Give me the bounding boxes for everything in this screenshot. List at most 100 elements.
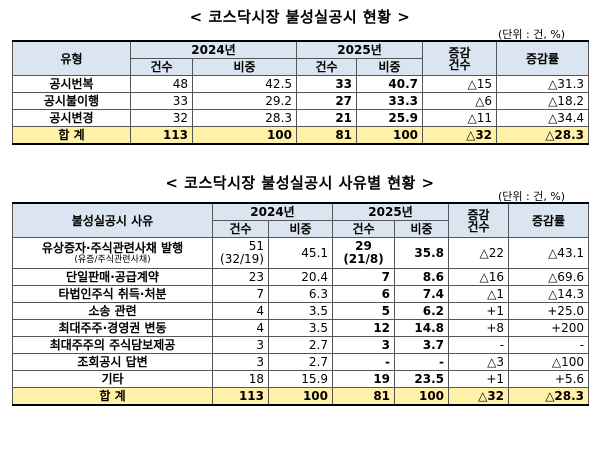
cell: 51 (32/19) [212, 237, 269, 269]
cell: △69.6 [508, 268, 590, 286]
row-label: 조회공시 답변 [12, 353, 213, 371]
cell: △16 [448, 268, 510, 286]
cell: △28.3 [508, 387, 590, 406]
cell: △100 [508, 353, 590, 371]
cell: △34.4 [496, 109, 590, 127]
header-year-2024: 2024년 [211, 202, 334, 221]
cell: 45.1 [267, 237, 334, 269]
cell: - [394, 353, 450, 371]
cell: 23 [212, 268, 269, 286]
header-ratio: 비중 [191, 58, 298, 76]
cell: 100 [191, 126, 298, 145]
cell: △31.3 [496, 75, 590, 93]
cell: △43.1 [508, 237, 590, 269]
cell: 25.9 [356, 109, 424, 127]
cell: △15 [422, 75, 498, 93]
table-row: 최대주주의 주식담보제공 3 2.7 3 3.7 - - [12, 336, 590, 354]
cell: +25.0 [508, 302, 590, 320]
cell: 29.2 [191, 92, 298, 110]
header-ratio: 비중 [394, 220, 450, 238]
cell: 14.8 [394, 319, 450, 337]
header-year-2024: 2024년 [129, 40, 298, 59]
cell: 28.3 [191, 109, 298, 127]
table2: 불성실공시 사유 2024년 2025년 증감 건수 증감률 건수 비중 건수 비… [12, 202, 590, 406]
header-change-rate: 증감률 [496, 40, 590, 76]
header-reason: 불성실공시 사유 [12, 202, 213, 238]
table1-title: < 코스닥시장 불성실공시 현황 > [189, 8, 411, 26]
cell: 5 [332, 302, 396, 320]
total-row: 합 계 113 100 81 100 △32 △28.3 [12, 126, 590, 145]
cell: 113 [212, 387, 269, 406]
cell: 3.5 [267, 319, 334, 337]
table-row: 타법인주식 취득·처분 7 6.3 6 7.4 △1 △14.3 [12, 285, 590, 303]
cell: △6 [422, 92, 498, 110]
cell: - [508, 336, 590, 354]
cell: 27 [296, 92, 358, 110]
cell: 2.7 [267, 336, 334, 354]
cell: 18 [212, 370, 269, 388]
row-label: 타법인주식 취득·처분 [12, 285, 213, 303]
cell: △22 [448, 237, 510, 269]
row-label: 공시변경 [12, 109, 131, 127]
cell: 19 [332, 370, 396, 388]
row-label: 최대주주의 주식담보제공 [12, 336, 213, 354]
cell: 3 [212, 353, 269, 371]
cell: 3 [332, 336, 396, 354]
total-label: 합 계 [12, 126, 131, 145]
cell: 100 [267, 387, 334, 406]
cell: 35.8 [394, 237, 450, 269]
cell: 42.5 [191, 75, 298, 93]
cell: 40.7 [356, 75, 424, 93]
cell: 3 [212, 336, 269, 354]
total-row: 합 계 113 100 81 100 △32 △28.3 [12, 387, 590, 406]
cell: 7 [332, 268, 396, 286]
row-label: 공시불이행 [12, 92, 131, 110]
table-row: 최대주주·경영권 변동 4 3.5 12 14.8 +8 +200 [12, 319, 590, 337]
cell: 81 [332, 387, 396, 406]
cell: 100 [394, 387, 450, 406]
cell: +8 [448, 319, 510, 337]
cell: 33 [296, 75, 358, 93]
cell: +200 [508, 319, 590, 337]
row-label: 공시번복 [12, 75, 131, 93]
cell: 33.3 [356, 92, 424, 110]
table-row: 공시불이행 33 29.2 27 33.3 △6 △18.2 [12, 92, 590, 110]
cell: 4 [212, 319, 269, 337]
table-row: 유상증자·주식관련사채 발행 (유증/주식관련사채) 51 (32/19) 45.… [12, 237, 590, 269]
table1-unit: (단위 : 건, %) [498, 28, 566, 41]
row-label: 최대주주·경영권 변동 [12, 319, 213, 337]
table-row: 소송 관련 4 3.5 5 6.2 +1 +25.0 [12, 302, 590, 320]
total-label: 합 계 [12, 387, 213, 406]
header-ratio: 비중 [267, 220, 334, 238]
cell: 15.9 [267, 370, 334, 388]
cell: 8.6 [394, 268, 450, 286]
row-label: 유상증자·주식관련사채 발행 (유증/주식관련사채) [12, 237, 213, 269]
cell: 6.3 [267, 285, 334, 303]
cell: △32 [422, 126, 498, 145]
table1: 유형 2024년 2025년 증감 건수 증감률 건수 비중 건수 비중 공시번복… [12, 40, 590, 145]
table-row: 공시변경 32 28.3 21 25.9 △11 △34.4 [12, 109, 590, 127]
cell: +1 [448, 302, 510, 320]
cell: +1 [448, 370, 510, 388]
header-year-2025: 2025년 [332, 202, 450, 221]
cell: 113 [130, 126, 193, 145]
cell: 7.4 [394, 285, 450, 303]
cell: 32 [130, 109, 193, 127]
cell: 2.7 [267, 353, 334, 371]
header-change-rate: 증감률 [508, 202, 590, 238]
cell: △32 [448, 387, 510, 406]
cell: 33 [130, 92, 193, 110]
cell: △18.2 [496, 92, 590, 110]
cell: 7 [212, 285, 269, 303]
row-label: 기타 [12, 370, 213, 388]
cell: 81 [296, 126, 358, 145]
cell: △14.3 [508, 285, 590, 303]
header-type: 유형 [12, 40, 131, 76]
header-change-count: 증감 건수 [448, 202, 510, 238]
cell: 100 [356, 126, 424, 145]
header-count: 건수 [296, 58, 358, 76]
cell: 21 [296, 109, 358, 127]
cell: 3.7 [394, 336, 450, 354]
header-count: 건수 [212, 220, 269, 238]
cell: 12 [332, 319, 396, 337]
